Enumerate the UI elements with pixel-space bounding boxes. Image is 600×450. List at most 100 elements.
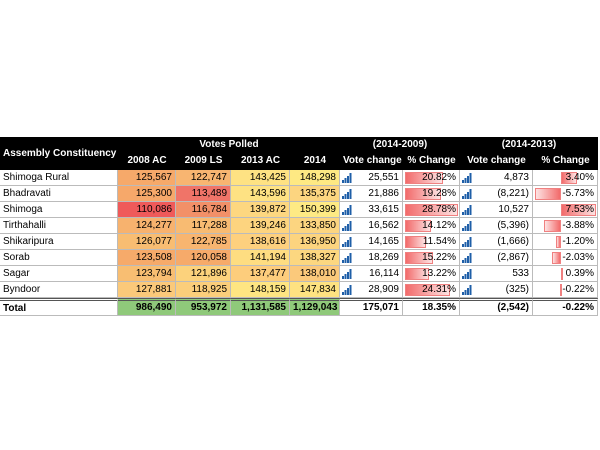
cell: 24.31% bbox=[403, 282, 460, 298]
row-name: Shikaripura bbox=[0, 234, 118, 250]
cell: 122,785 bbox=[176, 234, 231, 250]
cell: 137,477 bbox=[231, 266, 290, 282]
icon bbox=[342, 173, 352, 183]
cell: 28.78% bbox=[403, 202, 460, 218]
cell: 14,165 bbox=[340, 234, 403, 250]
cell: 133,850 bbox=[290, 218, 340, 234]
cell: 121,896 bbox=[176, 266, 231, 282]
cell-text: 116,784 bbox=[191, 204, 227, 215]
cell-text: 143,596 bbox=[249, 188, 286, 199]
header-column: % Change bbox=[533, 153, 598, 170]
cell: 16,114 bbox=[340, 266, 403, 282]
cell-text: 127,881 bbox=[135, 284, 172, 295]
cell-text: 28,909 bbox=[368, 284, 399, 295]
cell-text: 141,194 bbox=[249, 252, 286, 263]
cell-text: 1,131,585 bbox=[241, 302, 287, 313]
cell: 33,615 bbox=[340, 202, 403, 218]
cell: (8,221) bbox=[460, 186, 533, 202]
cell: 15.22% bbox=[403, 250, 460, 266]
data-bar bbox=[552, 252, 562, 264]
icon bbox=[462, 237, 472, 247]
data-bar bbox=[560, 284, 563, 296]
cell-text: 148,159 bbox=[249, 284, 286, 295]
data-bar bbox=[405, 204, 458, 216]
cell-text: 123,508 bbox=[135, 252, 172, 263]
header-column: 2008 AC bbox=[118, 153, 176, 170]
cell-text: 138,327 bbox=[299, 252, 336, 263]
cell-text: (325) bbox=[505, 284, 529, 295]
cell: 28,909 bbox=[340, 282, 403, 298]
cell: 110,086 bbox=[118, 202, 176, 218]
cell-text: 117,288 bbox=[191, 220, 227, 231]
cell-text: 148,298 bbox=[299, 172, 336, 183]
cell-text: 118,925 bbox=[191, 284, 227, 295]
data-bar bbox=[561, 204, 596, 216]
header-label: Assembly Constituency bbox=[0, 137, 118, 170]
cell: 147,834 bbox=[290, 282, 340, 298]
cell: 0.39% bbox=[533, 266, 598, 282]
icon bbox=[462, 269, 472, 279]
cell: 14.12% bbox=[403, 218, 460, 234]
cell-text: 24.31% bbox=[422, 284, 456, 295]
cell-text: 18.35% bbox=[422, 302, 456, 313]
cell-text: 3.40% bbox=[565, 172, 594, 183]
cell: 125,567 bbox=[118, 170, 176, 186]
cell: 1,129,043 bbox=[290, 298, 340, 316]
row-name: Bhadravati bbox=[0, 186, 118, 202]
cell: -0.22% bbox=[533, 298, 598, 316]
cell-text: 139,872 bbox=[249, 204, 286, 215]
data-bar bbox=[405, 252, 434, 264]
cell-text: 13.22% bbox=[422, 268, 456, 279]
cell-text: 20.82% bbox=[422, 172, 456, 183]
cell: 4,873 bbox=[460, 170, 533, 186]
cell-text: 138,616 bbox=[249, 236, 286, 247]
row-name: Tirthahalli bbox=[0, 218, 118, 234]
cell-text: 135,375 bbox=[299, 188, 336, 199]
cell-text: 139,246 bbox=[249, 220, 286, 231]
icon bbox=[342, 285, 352, 295]
cell-text: (2,867) bbox=[497, 252, 529, 263]
cell-text: 25,551 bbox=[368, 172, 399, 183]
cell: 138,327 bbox=[290, 250, 340, 266]
icon bbox=[342, 253, 352, 263]
header-column: % Change bbox=[403, 153, 460, 170]
cell: 13.22% bbox=[403, 266, 460, 282]
cell-text: 16,562 bbox=[368, 220, 399, 231]
icon bbox=[462, 173, 472, 183]
header-column: 2014 bbox=[290, 153, 340, 170]
row-name: Shimoga Rural bbox=[0, 170, 118, 186]
data-bar bbox=[405, 268, 430, 280]
data-bar bbox=[561, 172, 577, 184]
cell-text: 125,567 bbox=[135, 172, 172, 183]
cell: (325) bbox=[460, 282, 533, 298]
row-name: Shimoga bbox=[0, 202, 118, 218]
cell-text: 124,277 bbox=[135, 220, 172, 231]
data-bar bbox=[555, 236, 562, 248]
cell-text: (8,221) bbox=[497, 188, 529, 199]
cell: 138,010 bbox=[290, 266, 340, 282]
cell: 1,131,585 bbox=[231, 298, 290, 316]
cell-text: 138,010 bbox=[299, 268, 336, 279]
cell: -3.88% bbox=[533, 218, 598, 234]
cell-text: 150,399 bbox=[299, 204, 336, 215]
cell: 986,490 bbox=[118, 298, 176, 316]
data-bar bbox=[405, 172, 444, 184]
cell: 21,886 bbox=[340, 186, 403, 202]
header-column: 2013 AC bbox=[231, 153, 290, 170]
cell: 16,562 bbox=[340, 218, 403, 234]
cell: 175,071 bbox=[340, 298, 403, 316]
cell: 123,794 bbox=[118, 266, 176, 282]
data-bar bbox=[535, 188, 562, 200]
cell: 150,399 bbox=[290, 202, 340, 218]
cell: 143,425 bbox=[231, 170, 290, 186]
data-bar bbox=[405, 284, 450, 296]
cell: -0.22% bbox=[533, 282, 598, 298]
cell: 141,194 bbox=[231, 250, 290, 266]
cell: 122,747 bbox=[176, 170, 231, 186]
cell: 20.82% bbox=[403, 170, 460, 186]
icon bbox=[462, 285, 472, 295]
cell-text: 953,972 bbox=[190, 302, 227, 313]
cell-text: 15.22% bbox=[422, 252, 456, 263]
cell: 127,881 bbox=[118, 282, 176, 298]
